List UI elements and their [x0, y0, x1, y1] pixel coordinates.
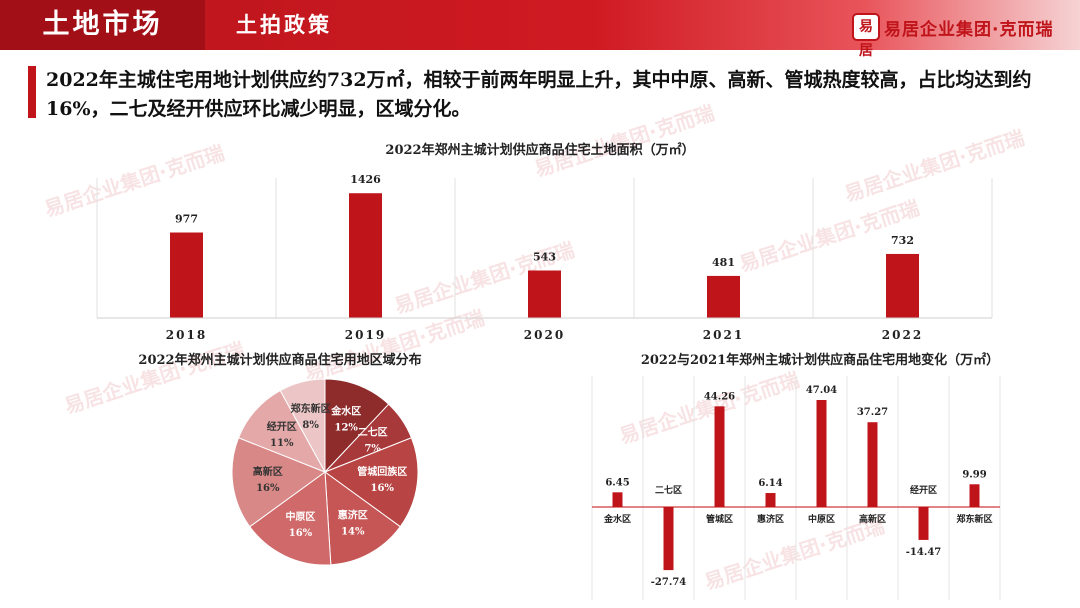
data-label-2019: 1426 — [350, 173, 381, 186]
supply-bar-chart: 977 2018 1426 2019 543 2020 481 2021 732 2022 — [96, 173, 993, 342]
slice-value-经开区: 11% — [270, 438, 294, 449]
slice-label-管城回族区: 管城回族区 — [357, 465, 407, 478]
slice-value-惠济区: 14% — [341, 527, 365, 538]
slice-管城回族区 — [323, 437, 419, 528]
logo-text: 易居企业集团·克而瑞 — [884, 19, 1054, 40]
data-label-管城区: 44.26 — [704, 391, 735, 402]
slice-value-中原区: 16% — [289, 528, 313, 539]
tick-label-郑东新区: 郑东新区 — [956, 513, 992, 525]
slice-value-郑东新区: 8% — [302, 420, 319, 431]
tick-label-2020: 2020 — [524, 328, 565, 342]
bar-金水区 — [612, 492, 623, 507]
tick-label-2022: 2022 — [882, 328, 923, 342]
tick-label-2019: 2019 — [345, 328, 386, 342]
slice-惠济区 — [324, 470, 401, 566]
bar-经开区 — [918, 507, 929, 540]
slice-value-管城回族区: 16% — [370, 483, 394, 494]
bar-高新区 — [867, 422, 878, 507]
logo-mark-icon: 易居 — [852, 13, 880, 59]
headline-accent-bar — [28, 66, 36, 118]
data-label-中原区: 47.04 — [806, 385, 837, 396]
slice-高新区 — [231, 437, 327, 528]
bar-2018 — [170, 232, 203, 318]
slice-label-二七区: 二七区 — [358, 426, 388, 439]
tick-label-高新区: 高新区 — [859, 513, 886, 525]
pie-chart-title: 2022年郑州主城计划供应商品住宅用地区域分布 — [138, 353, 422, 368]
tick-label-经开区: 经开区 — [910, 484, 937, 496]
data-label-2022: 732 — [891, 234, 914, 247]
data-label-高新区: 37.27 — [857, 407, 888, 418]
tick-label-二七区: 二七区 — [655, 484, 682, 496]
tick-label-2018: 2018 — [166, 328, 207, 342]
section-subtitle: 土拍政策 — [236, 12, 332, 37]
bar-中原区 — [816, 400, 827, 507]
bar-二七区 — [663, 507, 674, 571]
slice-郑东新区 — [279, 378, 326, 473]
tick-label-金水区: 金水区 — [603, 513, 631, 525]
slice-value-金水区: 12% — [335, 422, 359, 433]
change-chart-title: 2022与2021年郑州主城计划供应商品住宅用地变化（万㎡） — [640, 353, 1000, 368]
slice-value-高新区: 16% — [256, 483, 280, 494]
data-label-二七区: -27.74 — [651, 577, 687, 588]
tick-label-惠济区: 惠济区 — [757, 513, 784, 525]
data-label-2020: 543 — [533, 250, 556, 263]
bar-惠济区 — [765, 493, 776, 507]
bar-2022 — [886, 253, 919, 318]
bar-2021 — [707, 275, 740, 318]
slice-label-惠济区: 惠济区 — [338, 509, 368, 522]
headline-text: 2022年主城住宅用地计划供应约732万㎡，相较于前两年明显上升，其中中原、高新… — [46, 69, 1032, 120]
bar-管城区 — [714, 406, 725, 507]
data-label-经开区: -14.47 — [906, 547, 942, 558]
bar-chart-title: 2022年郑州主城计划供应商品住宅土地面积（万㎡） — [385, 143, 695, 158]
data-label-金水区: 6.45 — [605, 477, 629, 488]
slice-金水区 — [324, 378, 390, 474]
data-label-2021: 481 — [712, 256, 735, 269]
district-change-bar-chart: 6.45 金水区 二七区 -27.74 44.26 管城区 6.14 惠济区 47.04 中原区 3… — [591, 376, 1001, 600]
section-title: 土地市场 — [0, 0, 205, 50]
bar-郑东新区 — [969, 484, 980, 507]
slice-label-金水区: 金水区 — [330, 404, 361, 417]
slice-label-中原区: 中原区 — [285, 510, 315, 523]
tick-label-管城区: 管城区 — [706, 513, 733, 525]
data-label-2018: 977 — [175, 213, 198, 226]
bar-2020 — [528, 270, 561, 318]
slice-label-高新区: 高新区 — [253, 465, 283, 478]
tick-label-中原区: 中原区 — [808, 513, 835, 525]
tick-label-2021: 2021 — [703, 328, 744, 342]
slice-中原区 — [249, 471, 332, 566]
header-bar: 土地市场 土拍政策 易居 易居企业集团·克而瑞 — [0, 0, 1080, 59]
slice-value-二七区: 7% — [364, 444, 381, 455]
company-logo: 易居 易居企业集团·克而瑞 — [852, 12, 1054, 59]
data-label-惠济区: 6.14 — [758, 478, 782, 489]
slice-label-郑东新区: 郑东新区 — [291, 402, 331, 415]
data-label-郑东新区: 9.99 — [962, 469, 986, 480]
slice-label-经开区: 经开区 — [267, 420, 297, 433]
bar-2019 — [349, 193, 382, 318]
district-pie-chart: 金水区 12% 二七区 7% 管城回族区 16% 惠济区 14% 中原区 16% 高新区 16% 经开区… — [231, 378, 419, 566]
